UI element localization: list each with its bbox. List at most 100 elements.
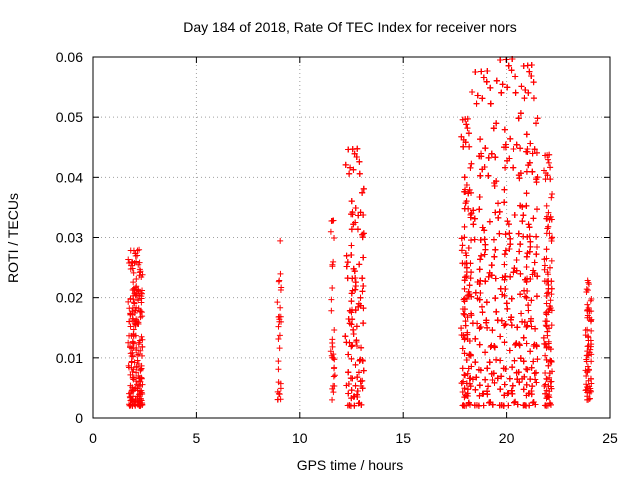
data-point <box>533 342 540 349</box>
data-point <box>274 299 281 306</box>
data-point <box>582 327 589 334</box>
data-point <box>463 264 470 271</box>
data-point <box>505 221 512 228</box>
data-point <box>493 120 500 127</box>
data-point <box>468 189 475 196</box>
data-point <box>329 385 336 392</box>
data-point <box>492 275 499 282</box>
data-point <box>534 273 541 280</box>
data-point <box>468 160 475 167</box>
data-point <box>546 151 553 158</box>
data-point <box>583 381 590 388</box>
data-point <box>351 150 358 157</box>
data-point <box>277 270 284 277</box>
data-point <box>523 168 530 175</box>
data-point <box>484 68 491 75</box>
data-point <box>584 363 591 370</box>
data-point <box>129 353 136 360</box>
data-point <box>128 262 135 269</box>
data-point <box>479 224 486 231</box>
data-point <box>138 333 145 340</box>
data-point <box>487 399 494 406</box>
data-point <box>485 154 492 161</box>
data-point <box>461 188 468 195</box>
data-point <box>348 251 355 258</box>
data-point <box>470 207 477 214</box>
data-point <box>502 164 509 171</box>
data-point <box>139 343 146 350</box>
data-point <box>543 246 550 253</box>
data-point <box>354 387 361 394</box>
data-point <box>493 356 500 363</box>
data-point <box>355 400 362 407</box>
data-point <box>133 369 140 376</box>
data-point <box>348 355 355 362</box>
data-point <box>345 390 352 397</box>
data-point <box>477 324 484 331</box>
data-point <box>130 299 137 306</box>
data-point <box>458 235 465 242</box>
data-point <box>488 262 495 269</box>
data-point <box>523 131 530 138</box>
data-point <box>130 247 137 254</box>
data-point <box>352 204 359 211</box>
data-point <box>354 226 361 233</box>
data-point <box>541 167 548 174</box>
data-point <box>482 278 489 285</box>
data-point <box>524 145 531 152</box>
data-point <box>347 164 354 171</box>
data-point <box>528 364 535 371</box>
data-point <box>541 256 548 263</box>
data-point <box>354 343 361 350</box>
data-point <box>502 365 509 372</box>
data-point <box>502 231 509 238</box>
data-point <box>328 296 335 303</box>
data-point <box>488 342 495 349</box>
data-point <box>467 260 474 267</box>
data-point <box>588 358 595 365</box>
data-point <box>588 316 595 323</box>
data-point <box>534 115 541 122</box>
data-point <box>478 252 485 259</box>
data-points <box>125 56 595 409</box>
data-point <box>501 339 508 346</box>
data-point <box>512 341 519 348</box>
data-point <box>511 212 518 219</box>
data-point <box>329 217 336 224</box>
data-point <box>582 387 589 394</box>
data-point <box>474 278 481 285</box>
data-point <box>348 343 355 350</box>
data-point <box>138 375 145 382</box>
data-point <box>346 307 353 314</box>
data-point <box>530 215 537 222</box>
data-point <box>461 335 468 342</box>
data-point <box>510 146 517 153</box>
data-point <box>525 307 532 314</box>
data-point <box>329 339 336 346</box>
x-tick-label: 0 <box>89 430 97 446</box>
data-point <box>348 226 355 233</box>
data-point <box>587 385 594 392</box>
data-point <box>479 309 486 316</box>
data-point <box>464 314 471 321</box>
data-point <box>276 345 283 352</box>
data-point <box>360 367 367 374</box>
data-point <box>534 356 541 363</box>
data-point <box>462 200 469 207</box>
data-point <box>528 388 535 395</box>
data-point <box>352 286 359 293</box>
data-point <box>328 307 335 314</box>
data-point <box>524 250 531 257</box>
data-point <box>458 133 465 140</box>
data-point <box>527 275 534 282</box>
data-point <box>583 288 590 295</box>
data-point <box>501 381 508 388</box>
data-point <box>482 246 489 253</box>
data-point <box>489 327 496 334</box>
data-point <box>495 214 502 221</box>
data-point <box>357 209 364 216</box>
data-point <box>353 154 360 161</box>
data-point <box>466 375 473 382</box>
data-point <box>129 375 136 382</box>
data-point <box>506 375 513 382</box>
